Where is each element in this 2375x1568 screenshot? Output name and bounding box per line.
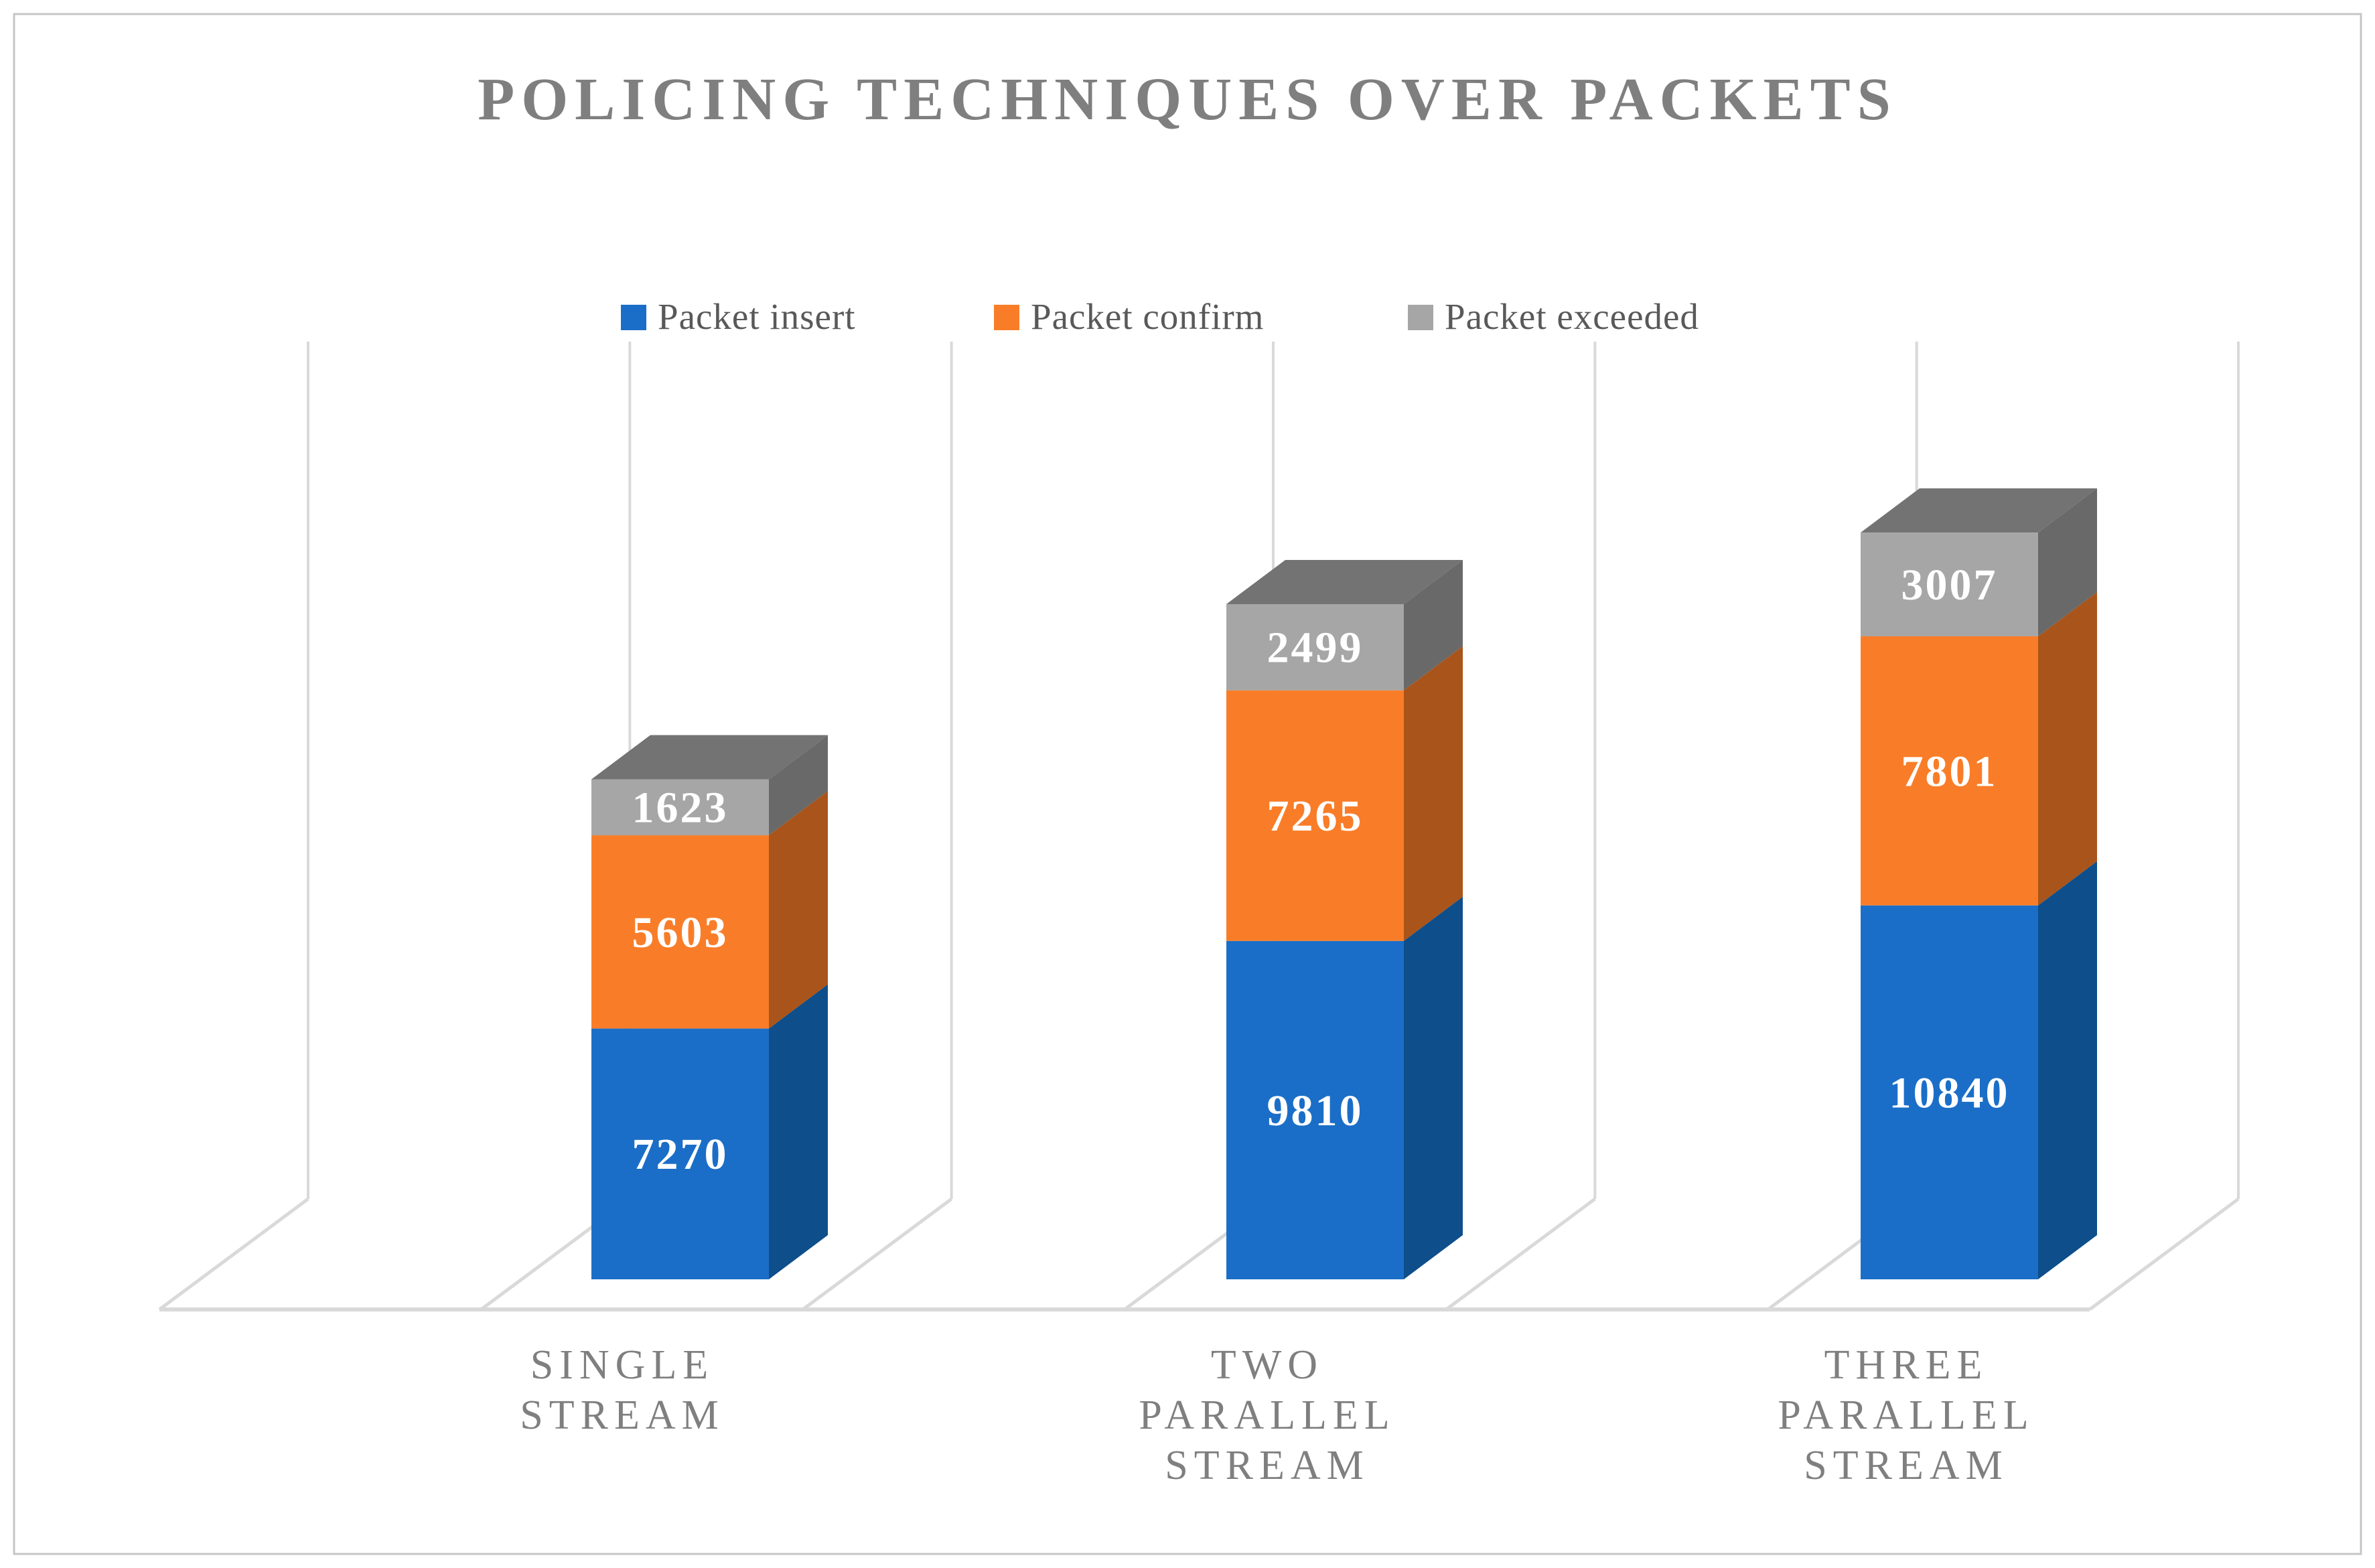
bar-segment-side [2038, 861, 2097, 1279]
floor-gridline [802, 1197, 953, 1311]
data-label: 2499 [1267, 624, 1364, 672]
legend-swatch-packet-exceeded-icon [1408, 305, 1433, 330]
category-label-line: STREAM [1165, 1443, 1369, 1488]
bar-segment [591, 835, 769, 1029]
data-label: 7265 [1267, 792, 1364, 841]
category-label-line: TWO [1211, 1342, 1323, 1388]
bars-group: 7270 5603 1623 9810 7265 2499 10840 7801 3007 [591, 488, 2097, 1279]
category-label-line: STREAM [1804, 1443, 2008, 1488]
category-label-line: THREE [1824, 1342, 1989, 1388]
bar-segment-side [769, 791, 828, 1029]
legend-item: Packet confirm [994, 296, 1264, 337]
bar-segment-side [1404, 646, 1463, 941]
bar-three-parallel-stream: 10840 7801 3007 [1861, 488, 2097, 1279]
legend-swatch-packet-confirm-icon [994, 305, 1019, 330]
chart-title: POLICING TECHNIQUES OVER PACKETS [478, 66, 1897, 133]
category-label: THREE PARALLEL STREAM [1778, 1342, 2034, 1488]
category-label: TWO PARALLEL STREAM [1139, 1342, 1395, 1488]
legend-item: Packet insert [621, 296, 856, 337]
floor-gridline [1445, 1197, 1596, 1311]
floor-gridline [2088, 1197, 2240, 1311]
bar-segment [1226, 603, 1404, 691]
legend-label-packet-confirm: Packet confirm [1031, 296, 1264, 337]
data-label: 1623 [632, 784, 729, 833]
bar-segment-top [1861, 488, 2097, 533]
legend-item: Packet exceeded [1408, 296, 1699, 337]
data-label: 7801 [1901, 747, 1998, 796]
floor-gridline [158, 1197, 309, 1311]
bar-segment-side [2038, 591, 2097, 906]
bar-segment [1226, 690, 1404, 941]
bar-segment [1861, 636, 2038, 906]
bar-single-stream: 7270 5603 1623 [591, 735, 828, 1279]
legend-swatch-packet-insert-icon [621, 305, 646, 330]
category-label-line: PARALLEL [1778, 1393, 2034, 1438]
category-label-line: STREAM [520, 1393, 724, 1438]
data-label: 5603 [632, 908, 729, 957]
chart-border [13, 13, 2362, 1555]
bar-segment [591, 1028, 769, 1279]
category-label-line: SINGLE [530, 1342, 714, 1388]
bar-segment [1861, 905, 2038, 1279]
bar-segment-side [769, 735, 828, 836]
category-label-line: PARALLEL [1139, 1393, 1395, 1438]
data-label: 9810 [1267, 1086, 1364, 1135]
bar-segment-top [591, 735, 828, 780]
bar-segment [1861, 532, 2038, 636]
bar-segment-top [1226, 559, 1463, 604]
legend: Packet insert Packet confirm Packet exce… [621, 296, 1699, 337]
data-label: 10840 [1889, 1068, 2010, 1117]
legend-label-packet-exceeded: Packet exceeded [1445, 296, 1699, 337]
legend-label-packet-insert: Packet insert [658, 296, 856, 337]
bar-segment [1226, 940, 1404, 1279]
category-label: SINGLE STREAM [520, 1342, 724, 1438]
bar-segment [591, 779, 769, 836]
category-axis-labels: SINGLE STREAM TWO PARALLEL STREAM THREE PARALL… [520, 1342, 2034, 1488]
bar-segment-side [1404, 559, 1463, 691]
bar-segment-side [2038, 488, 2097, 636]
bar-two-parallel-stream: 9810 7265 2499 [1226, 559, 1463, 1279]
bar-segment-side [1404, 896, 1463, 1279]
data-label: 7270 [632, 1130, 729, 1179]
data-label: 3007 [1901, 561, 1998, 610]
bar-segment-side [769, 984, 828, 1279]
